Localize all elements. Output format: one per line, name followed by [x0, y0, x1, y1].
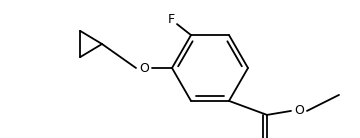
Text: O: O — [139, 62, 149, 75]
Text: F: F — [167, 13, 175, 26]
Text: O: O — [294, 104, 304, 117]
